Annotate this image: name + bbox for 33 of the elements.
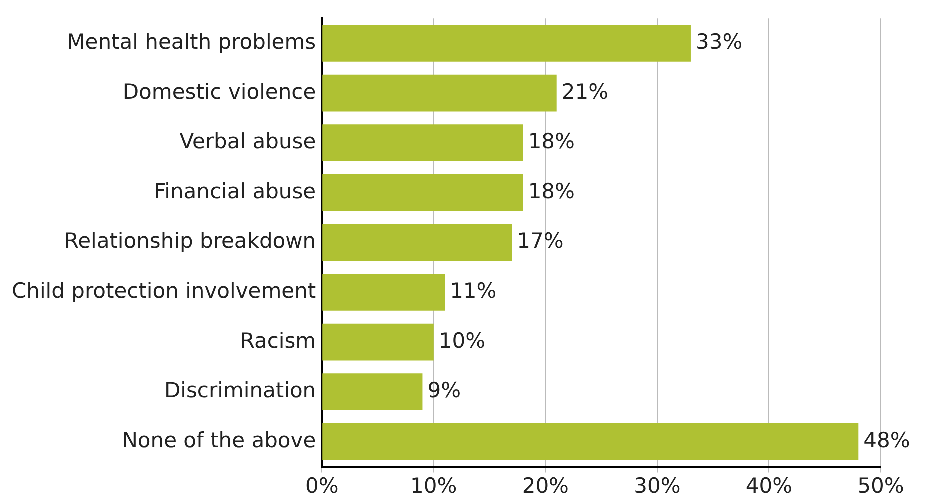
- x-tick-label: 20%: [522, 474, 570, 498]
- bar: [322, 174, 524, 212]
- bar: [322, 374, 423, 411]
- y-tick-label: Domestic violence: [122, 80, 316, 104]
- data-label: 9%: [428, 378, 462, 403]
- bar: [322, 74, 557, 112]
- bar: [322, 274, 446, 311]
- bar: [322, 224, 512, 262]
- y-tick-label: None of the above: [122, 428, 316, 452]
- data-label: 10%: [438, 328, 486, 353]
- bar: [322, 324, 434, 361]
- y-tick-label: Verbal abuse: [180, 130, 316, 154]
- y-tick-label: Financial abuse: [154, 179, 316, 204]
- y-tick-label: Mental health problems: [67, 30, 316, 54]
- bar: [322, 124, 524, 162]
- y-tick-label: Child protection involvement: [12, 278, 316, 303]
- y-tick-label: Discrimination: [164, 378, 316, 403]
- x-tick-label: 30%: [634, 474, 681, 498]
- bar: [322, 423, 859, 460]
- y-tick-label: Relationship breakdown: [64, 229, 316, 254]
- data-label: 33%: [696, 30, 743, 54]
- data-label: 18%: [528, 179, 576, 204]
- y-tick-label: Racism: [240, 328, 316, 353]
- bar: [322, 25, 691, 62]
- x-tick-label: 40%: [746, 474, 793, 498]
- data-label: 48%: [864, 428, 910, 452]
- data-label: 11%: [450, 278, 497, 303]
- x-tick-label: 50%: [858, 474, 904, 498]
- x-tick-label: 10%: [410, 474, 458, 498]
- data-label: 21%: [562, 80, 609, 104]
- x-tick-label: 0%: [305, 474, 339, 498]
- data-label: 18%: [528, 130, 576, 154]
- data-label: 17%: [517, 229, 564, 254]
